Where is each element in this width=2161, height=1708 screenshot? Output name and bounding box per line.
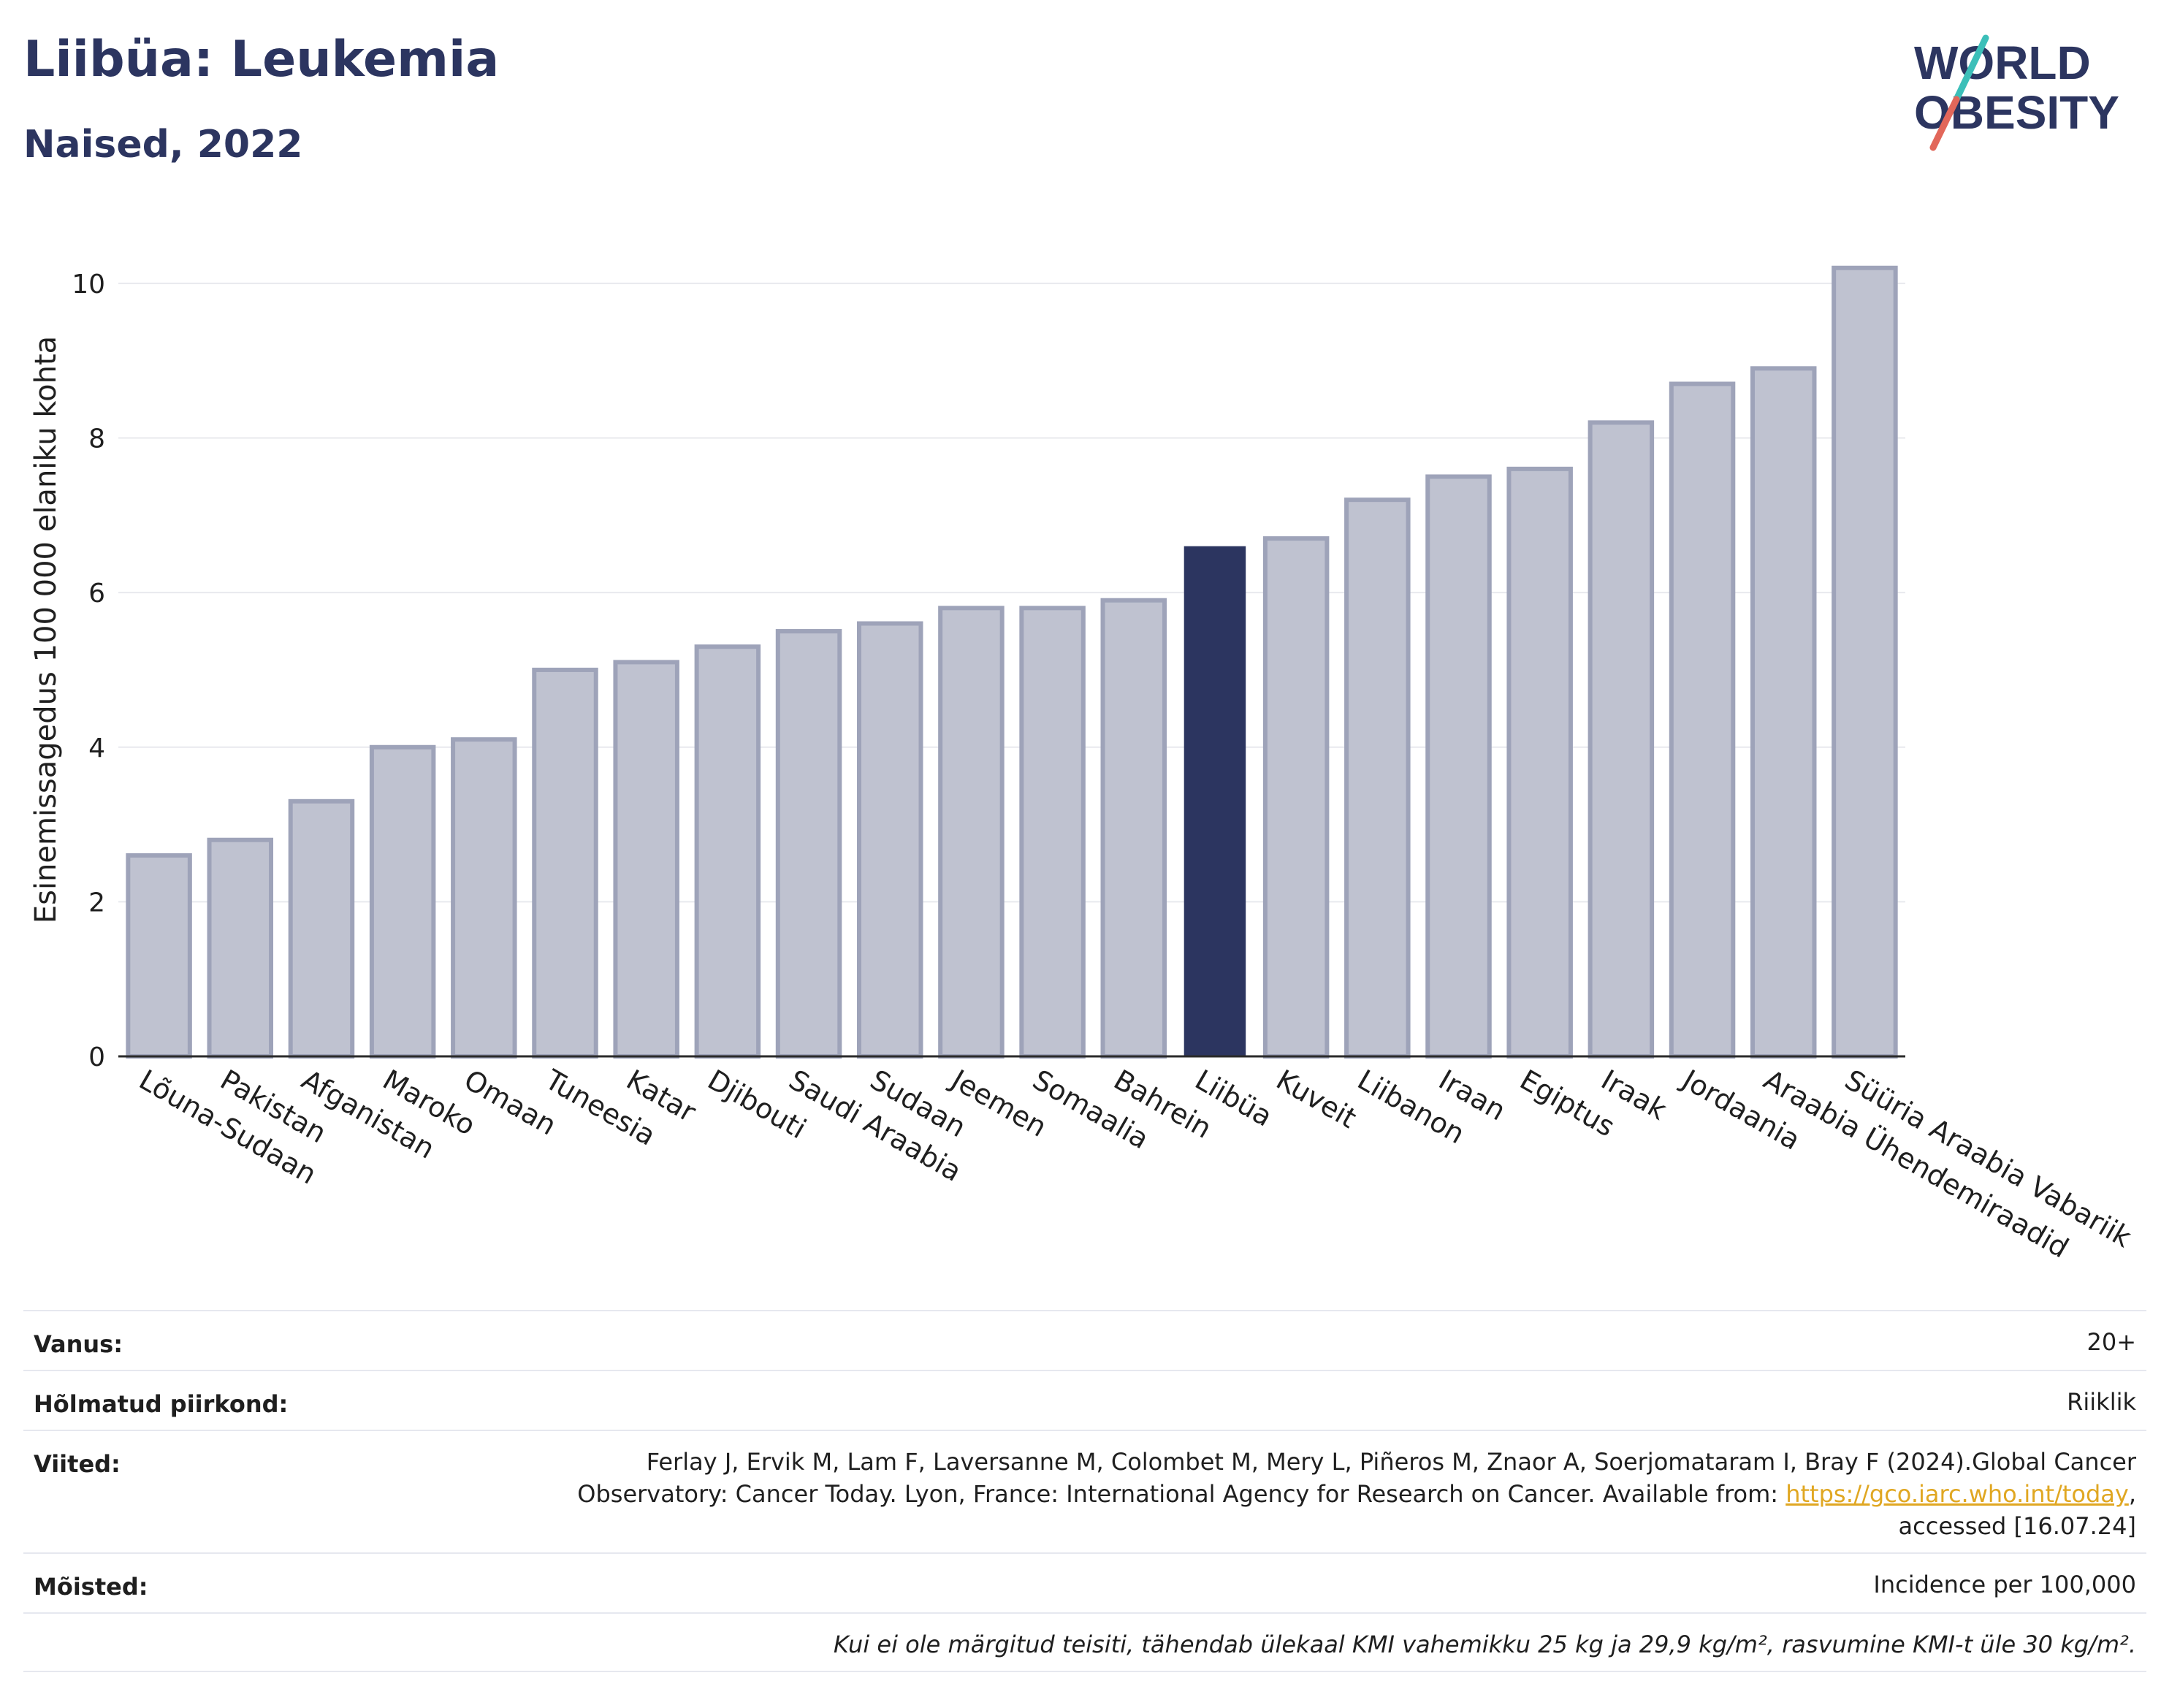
bar-omaan[interactable] — [451, 737, 517, 1059]
y-tick-label: 8 — [88, 424, 105, 454]
meta-row-footnote: Kui ei ole märgitud teisiti, tähendab ül… — [23, 1612, 2146, 1672]
bar-araabia-ühendemiraadid[interactable] — [1750, 366, 1817, 1059]
logo-line1: WORLD — [1914, 37, 2091, 89]
world-obesity-logo: WORLD OBESITY — [1914, 34, 2119, 151]
refs-label: Viited: — [34, 1450, 121, 1478]
bars — [126, 265, 1898, 1059]
bar-katar[interactable] — [613, 660, 679, 1059]
y-tick-label: 4 — [88, 733, 105, 763]
refs-line2-prefix: Observatory: Cancer Today. Lyon, France:… — [577, 1480, 1786, 1508]
meta-row-definitions: Mõisted: Incidence per 100,000 — [23, 1552, 2146, 1612]
x-tick-label: Kuveit — [1271, 1064, 1362, 1135]
bar-liibüa[interactable] — [1184, 546, 1246, 1056]
metadata-table: Vanus: 20+ Hõlmatud piirkond: Riiklik Vi… — [23, 1310, 2146, 1672]
bar-tuneesia[interactable] — [532, 667, 598, 1059]
region-value: Riiklik — [2067, 1388, 2136, 1416]
bar-saudi-araabia[interactable] — [775, 629, 842, 1059]
bar-bahrein[interactable] — [1100, 598, 1167, 1059]
bar-afganistan[interactable] — [288, 798, 355, 1059]
bar-maroko[interactable] — [369, 744, 436, 1059]
bar-süüria-araabia-vabariik[interactable] — [1832, 265, 1898, 1059]
bar-pakistan[interactable] — [207, 837, 274, 1059]
y-tick-label: 2 — [88, 888, 105, 918]
bar-iraan[interactable] — [1425, 474, 1492, 1059]
y-tick-label: 0 — [88, 1042, 105, 1072]
y-axis-label: Esinemissagedus 100 000 elaniku kohta — [29, 336, 63, 923]
meta-row-age: Vanus: 20+ — [23, 1310, 2146, 1370]
footnote: Kui ei ole märgitud teisiti, tähendab ül… — [833, 1631, 2136, 1658]
bar-sudaan[interactable] — [856, 621, 923, 1059]
logo-slash-teal — [1953, 34, 1989, 103]
bar-djibouti[interactable] — [694, 644, 761, 1059]
y-tick-label: 10 — [72, 270, 105, 300]
chart-subtitle: Naised, 2022 — [23, 123, 303, 167]
bar-jeemen[interactable] — [938, 606, 1005, 1059]
refs-value: Ferlay J, Ervik M, Lam F, Laversanne M, … — [577, 1446, 2136, 1542]
bar-jordaania[interactable] — [1669, 381, 1736, 1059]
defs-value: Incidence per 100,000 — [1873, 1571, 2136, 1598]
age-label: Vanus: — [34, 1330, 123, 1358]
bar-somaalia[interactable] — [1019, 606, 1086, 1059]
bar-kuveit[interactable] — [1262, 536, 1330, 1059]
bar-lõuna-sudaan[interactable] — [126, 853, 192, 1059]
logo-slash-red — [1929, 96, 1960, 151]
bar-liibanon[interactable] — [1344, 497, 1411, 1059]
bar-egiptus[interactable] — [1506, 466, 1573, 1059]
bar-iraak[interactable] — [1588, 420, 1655, 1059]
refs-link[interactable]: https://gco.iarc.who.int/today — [1785, 1480, 2129, 1508]
region-label: Hõlmatud piirkond: — [34, 1390, 289, 1418]
age-value: 20+ — [2086, 1328, 2136, 1356]
y-tick-label: 6 — [88, 579, 105, 609]
meta-row-references: Viited: Ferlay J, Ervik M, Lam F, Lavers… — [23, 1430, 2146, 1552]
refs-line1: Ferlay J, Ervik M, Lam F, Laversanne M, … — [646, 1448, 2136, 1476]
x-tick-label: Omaan — [459, 1064, 562, 1142]
chart-title: Liibüa: Leukemia — [23, 31, 500, 88]
refs-line2-suffix: , — [2128, 1480, 2136, 1508]
bar-chart: 0246810Lõuna-SudaanPakistanAfganistanMar… — [29, 265, 2137, 1265]
defs-label: Mõisted: — [34, 1573, 148, 1601]
refs-line3: accessed [16.07.24] — [1898, 1512, 2136, 1540]
meta-row-region: Hõlmatud piirkond: Riiklik — [23, 1370, 2146, 1430]
